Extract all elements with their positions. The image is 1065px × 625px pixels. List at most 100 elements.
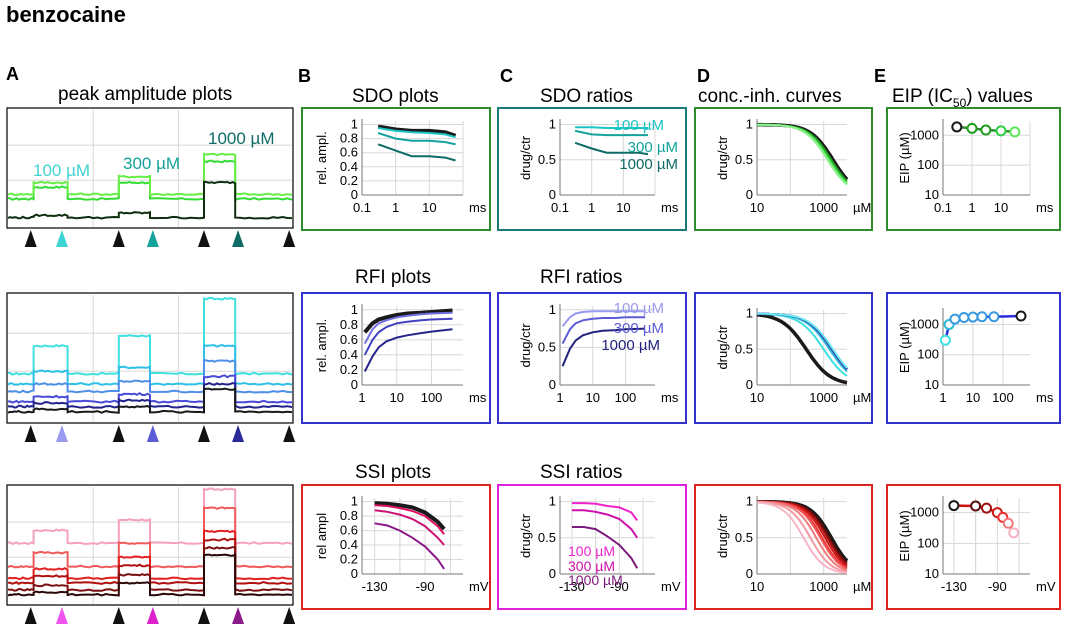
sdo_plots-ytick: 0.4: [340, 159, 358, 174]
sdo_eip-point: [966, 122, 978, 134]
rfi_plots-series-0: [363, 308, 453, 334]
ssi_ratios-xtick: -90: [610, 579, 629, 594]
rfi-ratio-label-100: 100 µM: [614, 300, 664, 317]
sdo_eip-ytick: 10: [925, 187, 939, 202]
sdo_ratios-xtick: 1: [588, 200, 595, 215]
heading-rfi-plots: RFI plots: [355, 267, 432, 288]
peak_sdo-arrow: [146, 230, 159, 247]
peak_rfi-trace-2: [7, 359, 293, 394]
peak_ssi-trace-1: [7, 506, 293, 569]
peak_ssi-trace-0: [7, 487, 293, 546]
ssi_ratios-xlabel: mV: [661, 579, 681, 594]
section-letter-c: C: [500, 66, 513, 86]
sdo_conc-curve-0: [757, 122, 849, 181]
sdo_eip-xtick: 10: [994, 200, 1008, 215]
peak_sdo-trace-0: [8, 159, 293, 201]
frame-ssi-ratios: [497, 484, 687, 610]
peak-label-100: 100 µM: [33, 161, 90, 180]
sdo_eip-point: [995, 125, 1007, 137]
rfi_plots-xlabel: ms: [469, 390, 487, 405]
heading-ssi-plots: SSI plots: [355, 462, 432, 483]
ssi_eip-point: [1008, 527, 1020, 539]
frame-ssi-plots: [301, 484, 491, 610]
ssi_plots-xlabel: mV: [469, 579, 489, 594]
peak-label-1000: 1000 µM: [208, 129, 275, 148]
rfi_conc-ytick: 0: [746, 377, 753, 392]
rfi_conc-curve-8: [757, 312, 848, 369]
sdo_conc-xtick: 1000: [809, 200, 838, 215]
sdo_plots-series-0: [377, 124, 457, 138]
ssi_ratios-ytick: 1: [549, 494, 556, 509]
sdo_conc-ytick: 0: [746, 187, 753, 202]
ssi_conc-ytick: 1: [746, 494, 753, 509]
ssi_plots-series-0: [374, 501, 446, 531]
sdo_plots-ytick: 0.2: [340, 173, 358, 188]
sdo_conc-curve-3: [756, 123, 848, 185]
heading-eip-end: ) values: [966, 86, 1033, 107]
sdo_eip-ytick: 1000: [910, 127, 939, 142]
ssi_eip-ytick: 10: [925, 566, 939, 581]
rfi_plots-ytick: 0.2: [340, 362, 358, 377]
sdo_ratios-ytick: 1: [549, 117, 556, 132]
peak_sdo-trace-1: [7, 152, 293, 197]
peak_sdo-arrow: [55, 230, 68, 247]
peak_ssi-trace-5: [7, 553, 293, 597]
heading-rfi-ratios: RFI ratios: [540, 267, 623, 288]
sdo_eip-xtick: 1: [968, 200, 975, 215]
sdo_conc-curve-2: [757, 123, 848, 184]
heading-ssi-ratios: SSI ratios: [540, 462, 623, 483]
peak_rfi-arrow: [146, 425, 159, 442]
rfi_eip-point: [958, 311, 970, 323]
section-letter-a: A: [6, 64, 19, 84]
frame-sdo-conc: [694, 107, 873, 231]
rfi-ratio-label-300: 300 µM: [614, 320, 664, 337]
rfi_conc-curve-0: [756, 313, 848, 385]
rfi_ratios-ytick: 0.5: [538, 339, 556, 354]
peak_rfi-arrow: [197, 425, 210, 442]
heading-eip-sub: 50: [952, 95, 967, 110]
heading-peak-amplitude: peak amplitude plots: [58, 84, 233, 105]
rfi_ratios-series-1: [561, 316, 646, 345]
sdo_eip-ylabel: EIP (µM): [897, 132, 912, 183]
rfi_eip-xlabel: ms: [1036, 390, 1054, 405]
peak_ssi-arrow: [112, 607, 125, 624]
sdo_conc-xlabel: µM: [853, 200, 871, 215]
rfi_plots-series-3: [363, 328, 453, 372]
sdo_ratios-series-0: [575, 126, 648, 129]
sdo_plots-ytick: 0: [351, 187, 358, 202]
sdo_conc-ylabel: drug/ctr: [715, 135, 730, 180]
peak_ssi-arrow: [24, 607, 37, 624]
peak_ssi-trace-4: [7, 546, 293, 592]
ssi_conc-ytick: 0.5: [735, 530, 753, 545]
peak_sdo-arrow: [232, 230, 245, 247]
heading-conc-inh: conc.-inh. curves: [698, 86, 842, 107]
rfi_ratios-xlabel: ms: [661, 390, 679, 405]
sdo_eip-point: [951, 121, 963, 133]
rfi_eip-point: [939, 334, 951, 346]
peak_ssi-arrow: [146, 607, 159, 624]
ssi_conc-curve-8: [756, 501, 848, 574]
sdo_plots-ylabel: rel. ampl.: [314, 131, 329, 184]
rfi_eip-xtick: 1: [939, 390, 946, 405]
heading-eip-main: EIP (IC: [892, 86, 953, 107]
ssi_plots-series-2: [374, 509, 445, 546]
rfi_plots-series-1: [363, 311, 453, 345]
sdo_eip-ytick: 100: [917, 157, 939, 172]
ssi_eip-xlabel: mV: [1036, 579, 1056, 594]
sdo_conc-curve-4: [756, 123, 848, 186]
rfi_plots-ytick: 0.6: [340, 332, 358, 347]
peak_ssi-trace-2: [7, 529, 293, 581]
rfi_ratios-ylabel: drug/ctr: [518, 323, 533, 368]
rfi_plots-ytick: 0.8: [340, 317, 358, 332]
peak_rfi-trace-5: [7, 387, 293, 414]
sdo_conc-xtick: 10: [750, 200, 764, 215]
peak_ssi-arrow: [55, 607, 68, 624]
rfi_eip-ylabel: EIP (µM): [897, 322, 912, 373]
peak-label-300: 300 µM: [123, 154, 180, 173]
rfi_ratios-series-0: [561, 310, 646, 327]
ssi_ratios-xtick: -130: [559, 579, 585, 594]
ssi_ratios-ytick: 0.5: [538, 530, 556, 545]
sdo_plots-xlabel: ms: [469, 200, 487, 215]
ssi_plots-ytick: 0.4: [340, 537, 358, 552]
